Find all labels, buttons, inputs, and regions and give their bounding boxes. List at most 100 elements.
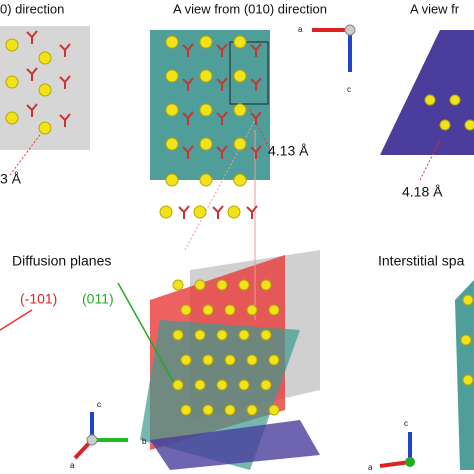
axis-label: a [298,25,303,34]
atom [246,404,258,416]
structure-panel [380,30,474,155]
atom [260,279,272,291]
atom [460,334,472,346]
atom [180,354,192,366]
atom [172,329,184,341]
atom [424,94,436,106]
unit-cell [229,41,269,105]
panel-title: 0) direction [0,1,64,16]
atom [260,379,272,391]
atom [268,354,280,366]
atom [268,304,280,316]
panel-title: Diffusion planes [12,253,111,269]
molecule [182,77,194,91]
molecule [182,145,194,159]
molecule [250,77,262,91]
atom [172,279,184,291]
molecule [59,75,71,89]
atom [165,35,179,49]
molecule [26,103,38,117]
molecule [250,145,262,159]
atom [462,294,474,306]
atom [462,374,474,386]
atom [238,329,250,341]
atom [233,35,247,49]
atom [165,137,179,151]
axis-label: c [347,85,351,94]
atom [194,279,206,291]
atom [165,173,179,187]
atom [165,69,179,83]
atom [5,38,19,52]
atom [202,304,214,316]
axis-label: c [404,419,408,428]
molecule [216,77,228,91]
panel-title: A view fr [410,1,460,16]
molecule [59,113,71,127]
atom [194,379,206,391]
molecule [250,111,262,125]
structure-panel [455,280,474,470]
atom [180,404,192,416]
panel-title: Interstitial spa [378,253,465,269]
molecule [216,145,228,159]
atom [224,304,236,316]
atom [216,279,228,291]
axis-origin [344,24,356,36]
axis-label: a [368,463,373,472]
atom [233,173,247,187]
axis-label: a [70,461,75,470]
plane-label: (-101) [20,291,57,307]
atom [216,379,228,391]
atom [224,354,236,366]
molecule [216,43,228,57]
atom [233,103,247,117]
distance-line [419,139,441,181]
atom [260,329,272,341]
atom [216,329,228,341]
atom [238,279,250,291]
atom [268,404,280,416]
atom [464,119,474,131]
atom [38,51,52,65]
pointer-arrow [117,282,179,391]
plane [150,420,320,470]
atom [246,304,258,316]
molecule [26,30,38,44]
atom [38,121,52,135]
molecule [212,205,224,219]
atom [38,83,52,97]
distance-line [249,109,271,151]
atom [193,205,207,219]
atom [199,137,213,151]
molecule [246,205,258,219]
atom [199,35,213,49]
molecule [250,43,262,57]
guide-line [184,119,256,251]
atom [159,205,173,219]
atom [5,111,19,125]
axis-origin [86,434,98,446]
atom [165,103,179,117]
atom [5,75,19,89]
pointer-arrow [0,309,33,331]
atom [199,103,213,117]
molecule [182,111,194,125]
atom [224,404,236,416]
axis-arrow [379,460,411,468]
atom [199,173,213,187]
atom [227,205,241,219]
atom [199,69,213,83]
distance-label: 3 Å [0,171,22,187]
distance-label: 4.18 Å [402,184,443,200]
distance-label: 4.13 Å [268,143,309,159]
molecule [26,67,38,81]
plane-label: (011) [82,291,114,307]
molecule [216,111,228,125]
atom [180,304,192,316]
atom [233,69,247,83]
atoms [5,30,474,416]
atom [238,379,250,391]
molecule [59,43,71,57]
